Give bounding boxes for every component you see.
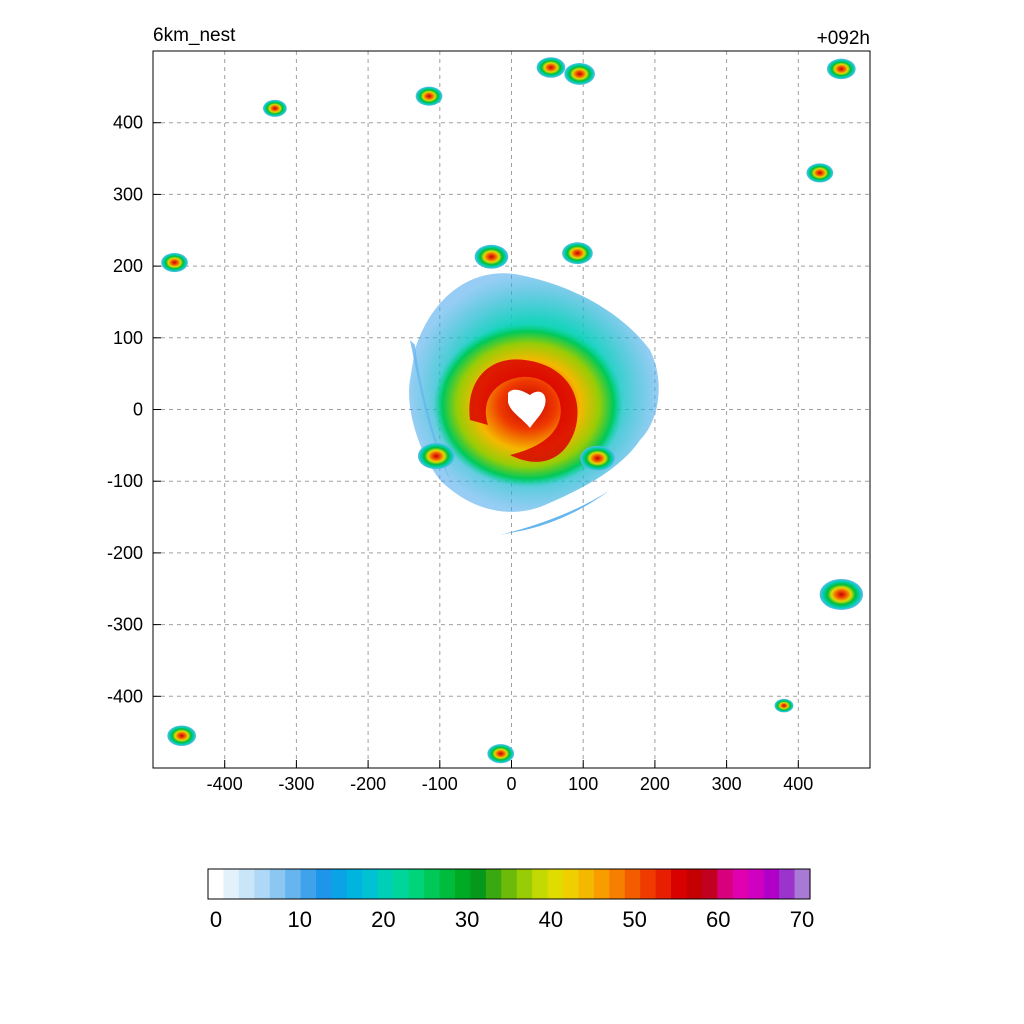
colorbar-swatch	[346, 869, 363, 899]
chart-title-left: 6km_nest	[153, 25, 236, 46]
eye	[508, 389, 546, 428]
colorbar-swatch	[532, 869, 549, 899]
y-tick-label: 0	[133, 400, 143, 420]
colorbar-tick-label: 0	[210, 907, 222, 932]
colorbar-swatch	[254, 869, 271, 899]
colorbar-swatch	[655, 869, 672, 899]
colorbar-frame	[207, 868, 811, 900]
colorbar-swatch	[470, 869, 487, 899]
x-axis: -400 -300 -200 -100 0 100 200 300 400	[207, 760, 813, 794]
colorbar-swatch	[269, 869, 286, 899]
x-tick-label: 200	[640, 774, 670, 794]
x-tick-label: -100	[422, 774, 458, 794]
colorbar-swatch	[377, 869, 394, 899]
convective-cell	[819, 578, 864, 610]
colorbar-swatch	[316, 869, 333, 899]
convective-cell	[774, 698, 794, 713]
convective-cell	[580, 445, 615, 471]
convective-cell	[487, 744, 515, 764]
convective-cell	[262, 99, 287, 117]
convective-cell	[417, 443, 455, 470]
colorbar-swatch	[238, 869, 255, 899]
chart-title-right: +092h	[817, 28, 870, 49]
colorbar-swatch	[454, 869, 472, 899]
y-tick-label: 200	[113, 256, 143, 276]
colorbar-swatch	[424, 869, 441, 899]
convective-cell	[826, 58, 856, 80]
y-tick-label: -200	[107, 543, 143, 563]
colorbar-swatch	[563, 869, 580, 899]
convective-cell	[562, 242, 593, 265]
colorbar-swatch	[393, 869, 410, 899]
colorbar-swatch	[485, 869, 502, 899]
outer-rainband-arm-west	[410, 340, 450, 480]
colorbar-swatch	[748, 869, 765, 899]
eyewall-band	[469, 359, 578, 462]
colorbar-swatch	[609, 869, 626, 899]
x-tick-label: -200	[350, 774, 386, 794]
colorbar-swatch	[300, 869, 317, 899]
colorbar	[207, 868, 811, 900]
reflectivity-field	[161, 57, 864, 764]
colorbar-tick-label: 70	[790, 907, 814, 932]
colorbar-swatch	[593, 869, 610, 899]
colorbar-swatch	[671, 869, 688, 899]
colorbar-tick-label: 30	[455, 907, 479, 932]
y-tick-label: -100	[107, 471, 143, 491]
colorbar-tick-label: 10	[287, 907, 311, 932]
convective-cell	[415, 86, 443, 106]
colorbar-swatch	[686, 869, 703, 899]
x-tick-label: 400	[783, 774, 813, 794]
colorbar-swatch	[732, 869, 749, 899]
colorbar-swatch	[501, 869, 518, 899]
y-tick-label: 400	[113, 113, 143, 133]
colorbar-swatch	[362, 869, 379, 899]
colorbar-swatch	[223, 869, 240, 899]
convective-cell	[564, 62, 595, 85]
y-tick-label: -400	[107, 686, 143, 706]
colorbar-tick-label: 50	[622, 907, 646, 932]
colorbar-swatch	[331, 869, 348, 899]
convective-cell	[167, 725, 197, 746]
colorbar-swatch	[547, 869, 564, 899]
colorbar-swatch	[624, 869, 641, 899]
colorbar-swatch	[779, 869, 796, 899]
colorbar-tick-label: 40	[539, 907, 563, 932]
y-axis: 400 300 200 100 0 -100 -200 -300 -400	[107, 113, 161, 706]
convective-cell	[161, 252, 188, 273]
colorbar-swatch	[701, 869, 718, 899]
colorbar-swatch	[763, 869, 780, 899]
x-tick-label: -300	[278, 774, 314, 794]
colorbar-swatch	[208, 869, 225, 899]
colorbar-swatch	[439, 869, 456, 899]
convective-cells	[161, 57, 864, 764]
convective-cell	[806, 163, 834, 183]
colorbar-swatch	[717, 869, 734, 899]
y-tick-label: -300	[107, 615, 143, 635]
colorbar-swatch	[408, 869, 425, 899]
y-tick-label: 100	[113, 328, 143, 348]
x-tick-label: 300	[712, 774, 742, 794]
colorbar-tick-label: 60	[706, 907, 730, 932]
x-tick-label: 0	[506, 774, 516, 794]
y-tick-label: 300	[113, 184, 143, 204]
convective-cell	[536, 57, 566, 78]
x-tick-label: 100	[568, 774, 598, 794]
x-tick-label: -400	[207, 774, 243, 794]
colorbar-swatch	[516, 869, 533, 899]
colorbar-swatch	[285, 869, 302, 899]
colorbar-swatch	[640, 869, 657, 899]
colorbar-tick-label: 20	[371, 907, 395, 932]
colorbar-ticks: 0 10 20 30 40 50 60 70	[210, 907, 814, 932]
convective-cell	[474, 244, 509, 269]
colorbar-swatch	[794, 869, 811, 899]
colorbar-swatch	[578, 869, 595, 899]
